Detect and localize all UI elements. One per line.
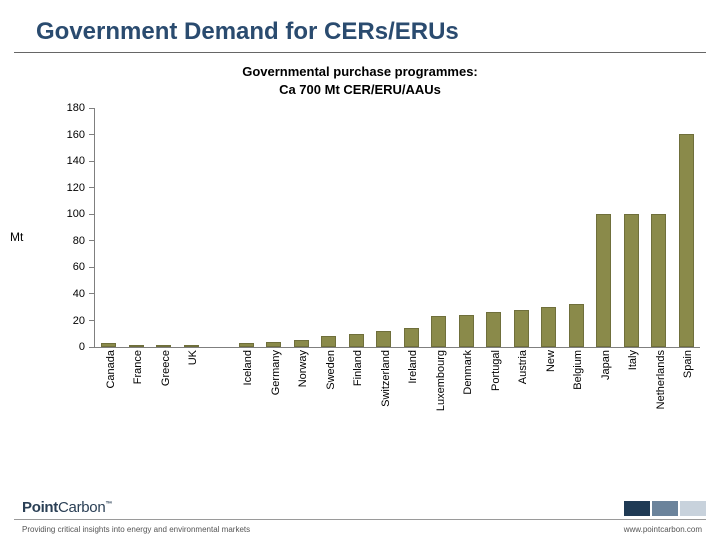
plot-area: Canada France Greece UK Iceland Germany Norway… bbox=[94, 108, 700, 348]
bar-chart: Canada France Greece UK Iceland Germany Norway… bbox=[40, 108, 700, 418]
x-tick-label: France bbox=[128, 347, 144, 384]
y-tick bbox=[89, 320, 95, 321]
brand-square-dark bbox=[624, 501, 650, 516]
bars-container: Canada France Greece UK Iceland Germany Norway… bbox=[95, 108, 700, 347]
footer: PointCarbon™ Providing critical insights… bbox=[0, 484, 720, 540]
bar-fill bbox=[596, 214, 611, 347]
x-tick-label: Belgium bbox=[568, 347, 584, 390]
logo: PointCarbon™ bbox=[22, 499, 112, 516]
x-tick-label: Portugal bbox=[486, 347, 502, 391]
y-tick bbox=[89, 134, 95, 135]
bar-fill bbox=[376, 331, 391, 347]
bar-fill bbox=[541, 307, 556, 347]
x-tick-label: Canada bbox=[101, 347, 117, 389]
y-tick-label: 120 bbox=[45, 182, 85, 194]
brand-square-mid bbox=[652, 501, 678, 516]
bar-fill bbox=[514, 310, 529, 347]
logo-light: Carbon bbox=[58, 499, 105, 516]
bar: Luxembourg bbox=[431, 316, 446, 347]
bar: Netherlands bbox=[651, 214, 666, 347]
y-tick bbox=[89, 108, 95, 109]
x-tick-label: Japan bbox=[596, 347, 612, 380]
y-tick-label: 80 bbox=[45, 235, 85, 247]
y-tick-label: 100 bbox=[45, 208, 85, 220]
y-tick bbox=[89, 293, 95, 294]
bar-fill bbox=[459, 315, 474, 347]
bar: Canada bbox=[101, 343, 116, 347]
bar: Greece bbox=[156, 345, 171, 347]
bar: Ireland bbox=[404, 328, 419, 347]
y-tick-label: 20 bbox=[45, 315, 85, 327]
bar-fill bbox=[486, 312, 501, 347]
y-tick-label: 140 bbox=[45, 155, 85, 167]
bar: New bbox=[541, 307, 556, 347]
subtitle-line1: Governmental purchase programmes: bbox=[0, 63, 720, 81]
subtitle-line2: Ca 700 Mt CER/ERU/AAUs bbox=[0, 81, 720, 99]
tagline: Providing critical insights into energy … bbox=[22, 525, 250, 534]
divider-bottom bbox=[14, 519, 706, 520]
bar: Finland bbox=[349, 334, 364, 347]
x-tick-label: Italy bbox=[623, 347, 639, 370]
bar: Denmark bbox=[459, 315, 474, 347]
x-tick-label: Netherlands bbox=[651, 347, 667, 409]
bar-fill bbox=[431, 316, 446, 347]
y-tick-label: 180 bbox=[45, 102, 85, 114]
x-tick-label: Spain bbox=[678, 347, 694, 378]
x-tick-label: Iceland bbox=[238, 347, 254, 385]
logo-tm: ™ bbox=[105, 501, 112, 508]
bar: Iceland bbox=[239, 343, 254, 347]
y-tick-label: 160 bbox=[45, 129, 85, 141]
x-tick-label: Ireland bbox=[403, 347, 419, 384]
bar: Spain bbox=[679, 134, 694, 347]
bar: Germany bbox=[266, 342, 281, 347]
bar: Norway bbox=[294, 340, 309, 347]
x-tick-label: Sweden bbox=[321, 347, 337, 390]
y-tick-label: 60 bbox=[45, 261, 85, 273]
x-tick-label: Luxembourg bbox=[431, 347, 447, 411]
bar: Belgium bbox=[569, 304, 584, 347]
chart-subtitle: Governmental purchase programmes: Ca 700… bbox=[0, 53, 720, 100]
bar-fill bbox=[349, 334, 364, 347]
y-tick-label: 40 bbox=[45, 288, 85, 300]
y-tick bbox=[89, 161, 95, 162]
bar-fill bbox=[679, 134, 694, 347]
bar: UK bbox=[184, 345, 199, 347]
bar: Italy bbox=[624, 214, 639, 347]
x-tick-label: Finland bbox=[348, 347, 364, 386]
y-tick-label: 0 bbox=[45, 341, 85, 353]
bar: France bbox=[129, 345, 144, 347]
y-tick bbox=[89, 240, 95, 241]
x-tick-label: Denmark bbox=[458, 347, 474, 395]
x-tick-label: New bbox=[541, 347, 557, 372]
page-title: Government Demand for CERs/ERUs bbox=[0, 0, 720, 52]
y-axis-label: Mt bbox=[10, 230, 23, 244]
brand-square-light bbox=[680, 501, 706, 516]
y-tick bbox=[89, 347, 95, 348]
bar-fill bbox=[321, 336, 336, 347]
logo-bold: Point bbox=[22, 499, 58, 516]
y-tick bbox=[89, 267, 95, 268]
bar-fill bbox=[404, 328, 419, 347]
bar-fill bbox=[651, 214, 666, 347]
bar-fill bbox=[569, 304, 584, 347]
x-tick-label: Switzerland bbox=[376, 347, 392, 407]
y-tick bbox=[89, 214, 95, 215]
x-tick-label: Norway bbox=[293, 347, 309, 387]
bar: Austria bbox=[514, 310, 529, 347]
x-tick-label: UK bbox=[183, 347, 199, 365]
bar: Switzerland bbox=[376, 331, 391, 347]
y-tick bbox=[89, 187, 95, 188]
bar: Portugal bbox=[486, 312, 501, 347]
x-tick-label: Greece bbox=[156, 347, 172, 386]
bar: Japan bbox=[596, 214, 611, 347]
bar-fill bbox=[624, 214, 639, 347]
bar: Sweden bbox=[321, 336, 336, 347]
footer-url: www.pointcarbon.com bbox=[624, 525, 702, 534]
slide: Government Demand for CERs/ERUs Governme… bbox=[0, 0, 720, 540]
x-tick-label: Austria bbox=[513, 347, 529, 384]
x-tick-label: Germany bbox=[266, 347, 282, 395]
chart-area: Mt Canada France Greece UK Iceland Germany Nor… bbox=[0, 100, 720, 540]
